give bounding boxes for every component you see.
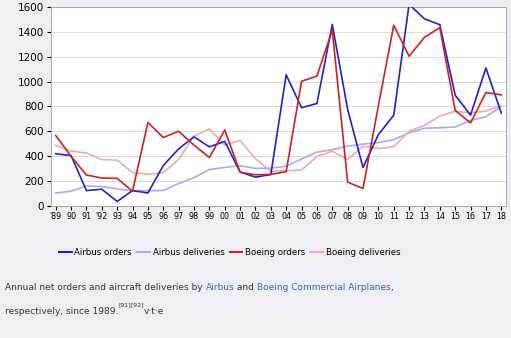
Text: Boeing Commercial Airplanes: Boeing Commercial Airplanes (257, 283, 390, 292)
Text: v·t·e: v·t·e (144, 307, 165, 316)
Text: respectively, since 1989.: respectively, since 1989. (5, 307, 119, 316)
Text: [91][92]: [91][92] (119, 303, 144, 308)
Text: Airbus: Airbus (205, 283, 234, 292)
Text: and: and (234, 283, 257, 292)
Text: ,: , (390, 283, 393, 292)
Text: Annual net orders and aircraft deliveries by: Annual net orders and aircraft deliverie… (5, 283, 205, 292)
Legend: Airbus orders, Airbus deliveries, Boeing orders, Boeing deliveries: Airbus orders, Airbus deliveries, Boeing… (55, 244, 404, 260)
